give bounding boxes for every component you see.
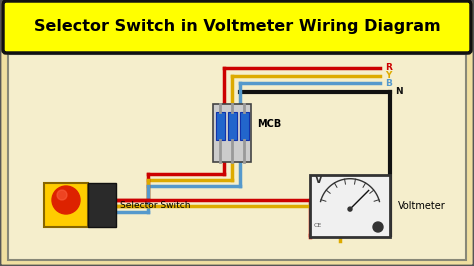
Bar [216, 112, 225, 140]
Circle shape [52, 186, 80, 214]
Text: Selector Switch: Selector Switch [120, 201, 191, 210]
Text: MCB: MCB [257, 119, 281, 129]
Bar [8, 54, 466, 260]
Bar [240, 112, 249, 140]
FancyBboxPatch shape [3, 1, 471, 53]
Bar [228, 112, 237, 140]
Text: Y: Y [385, 72, 392, 81]
Text: N: N [395, 88, 402, 97]
Bar [310, 175, 390, 237]
Bar [44, 183, 88, 227]
Text: V: V [315, 175, 322, 185]
Circle shape [348, 207, 352, 211]
Text: Selector Switch in Voltmeter Wiring Diagram: Selector Switch in Voltmeter Wiring Diag… [34, 19, 440, 35]
Bar [213, 104, 251, 162]
Circle shape [373, 222, 383, 232]
Circle shape [57, 190, 67, 200]
Bar [88, 183, 116, 227]
Text: R: R [385, 64, 392, 73]
Text: B: B [385, 78, 392, 88]
Text: Voltmeter: Voltmeter [398, 201, 446, 211]
Text: CE: CE [314, 223, 322, 228]
